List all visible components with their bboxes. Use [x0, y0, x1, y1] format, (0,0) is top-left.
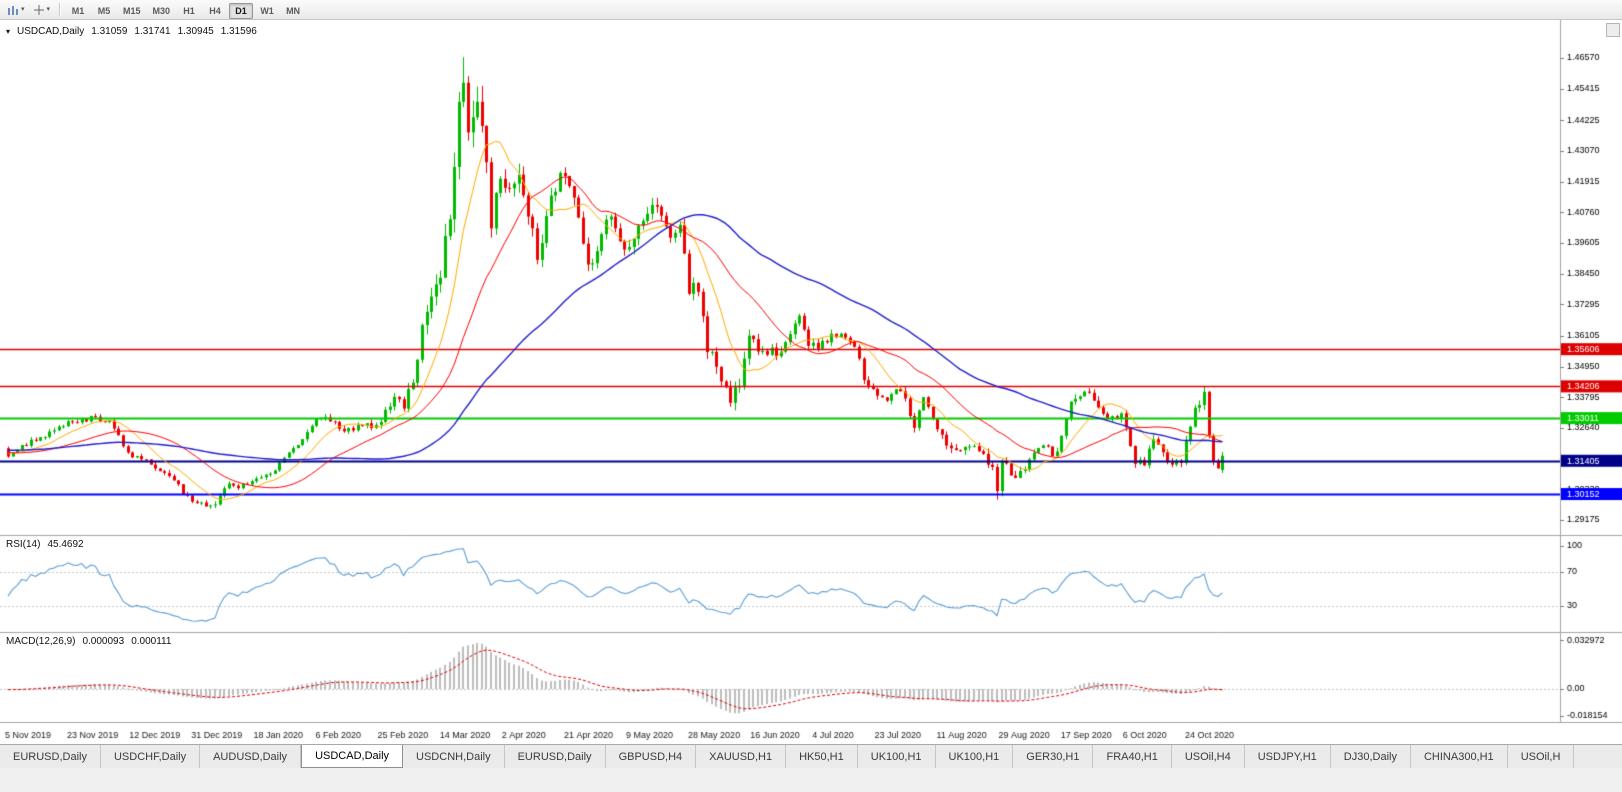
timeframe-button-d1[interactable]: D1 [229, 2, 254, 19]
timeframe-button-h4[interactable]: H4 [203, 3, 227, 19]
timeframe-button-w1[interactable]: W1 [255, 3, 279, 19]
symbol-tab-usdcnh-daily-4[interactable]: USDCNH,Daily [403, 745, 505, 768]
crosshair-icon [33, 4, 44, 15]
price-chart-canvas[interactable] [0, 20, 1622, 744]
timeframe-button-m30[interactable]: M30 [148, 3, 176, 19]
status-strip [0, 768, 1622, 792]
symbol-tab-fra40-h1-12[interactable]: FRA40,H1 [1093, 745, 1172, 768]
symbol-tab-usdjpy-h1-14[interactable]: USDJPY,H1 [1245, 745, 1331, 768]
symbol-tab-usoil-h-17[interactable]: USOil,H [1508, 745, 1575, 768]
crosshair-tool-button[interactable]: ▾ [29, 2, 55, 18]
bottom-tab-bar: EURUSD,Daily USDCHF,Daily AUDUSD,Daily USDC… [0, 744, 1622, 768]
timeframe-buttons: M1 M5 M15 M30 H1 H4 D1 W1 MN [65, 1, 306, 19]
symbol-tab-dj30-daily-15[interactable]: DJ30,Daily [1331, 745, 1411, 768]
chevron-down-icon: ▾ [21, 6, 25, 13]
symbol-tab-china300-h1-16[interactable]: CHINA300,H1 [1411, 745, 1508, 768]
timeframe-button-m5[interactable]: M5 [92, 3, 116, 19]
symbol-tab-uk100-h1-10[interactable]: UK100,H1 [936, 745, 1014, 768]
timeframe-button-mn[interactable]: MN [281, 3, 305, 19]
symbol-tab-eurusd-daily-0[interactable]: EURUSD,Daily [0, 745, 101, 768]
symbol-tab-xauusd-h1-7[interactable]: XAUUSD,H1 [696, 745, 787, 768]
toolbar-separator [59, 3, 61, 16]
chevron-down-icon: ▾ [46, 6, 51, 13]
timeframe-button-m1[interactable]: M1 [66, 3, 90, 19]
symbol-tab-audusd-daily-2[interactable]: AUDUSD,Daily [200, 745, 302, 768]
timeframe-button-m15[interactable]: M15 [118, 3, 146, 19]
symbol-tab-usdcad-daily-3[interactable]: USDCAD,Daily [301, 745, 404, 768]
chart-window: ▾ USDCAD,Daily 1.31059 1.31741 1.30945 1… [0, 20, 1622, 744]
chart-type-icon [8, 5, 18, 15]
symbol-tab-uk100-h1-9[interactable]: UK100,H1 [858, 745, 936, 768]
timeframe-button-h1[interactable]: H1 [177, 3, 201, 19]
symbol-tab-usdchf-daily-1[interactable]: USDCHF,Daily [101, 745, 201, 768]
symbol-tab-gbpusd-h4-6[interactable]: GBPUSD,H4 [606, 745, 697, 768]
symbol-tab-eurusd-daily-5[interactable]: EURUSD,Daily [505, 745, 606, 768]
symbol-tab-usoil-h4-13[interactable]: USOil,H4 [1172, 745, 1245, 768]
scale-corner-button[interactable] [1606, 23, 1620, 37]
top-toolbar: ▾ ▾ M1 M5 M15 M30 H1 H4 D1 W1 MN [0, 0, 1622, 20]
symbol-tab-hk50-h1-8[interactable]: HK50,H1 [786, 745, 858, 768]
chart-type-button[interactable]: ▾ [3, 2, 29, 18]
symbol-tab-ger30-h1-11[interactable]: GER30,H1 [1013, 745, 1094, 768]
